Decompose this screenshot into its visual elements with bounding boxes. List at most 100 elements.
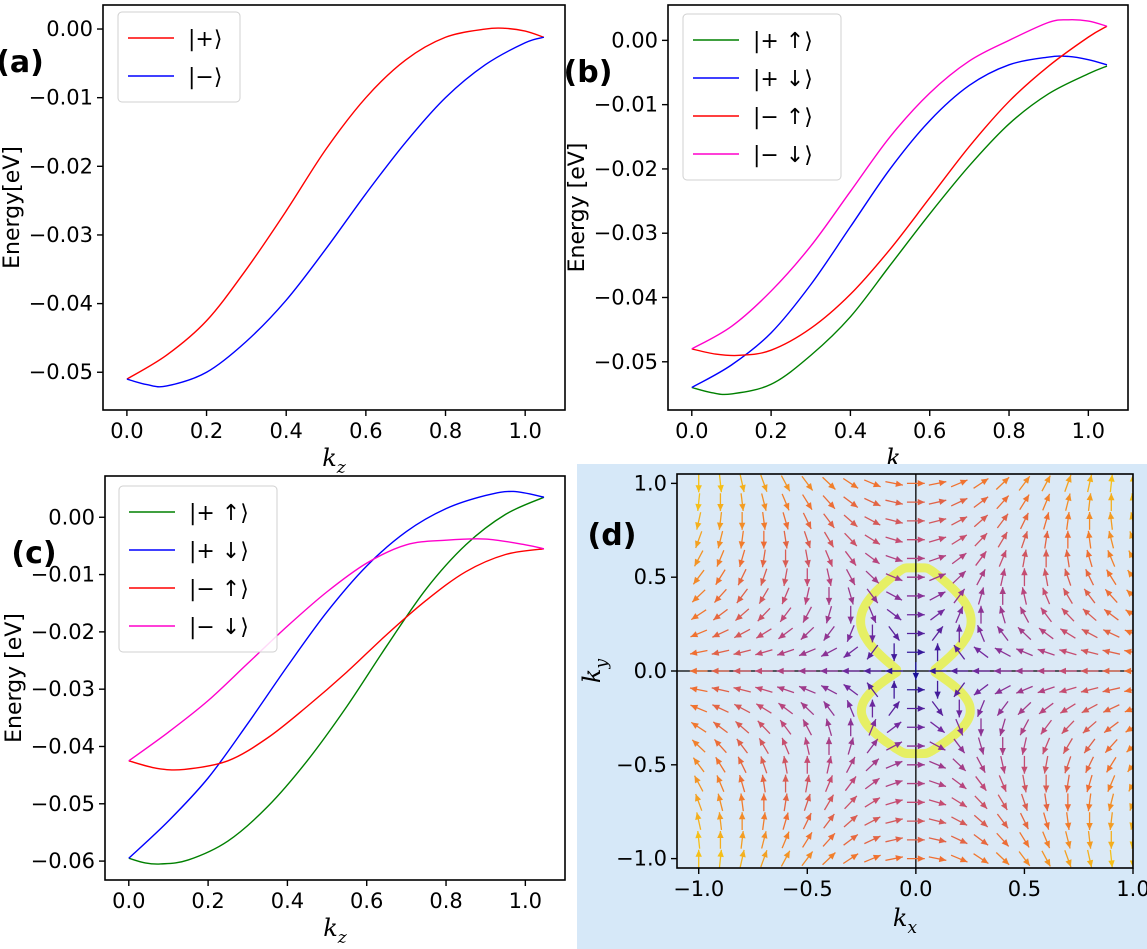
panel-a: 0.0 0.2 0.4 0.6 0.8 1.0 0.00 −0.01 −0.02 −0.03 −0.… [0, 4, 566, 478]
series-line-0 [128, 496, 545, 865]
vector-arrowhead [827, 501, 835, 509]
vector-arrowhead [691, 722, 699, 729]
vector-arrowhead [823, 633, 831, 641]
vector-arrowhead [825, 615, 832, 624]
vector-arrowhead [938, 517, 947, 524]
vector-arrowhead [1080, 687, 1089, 694]
vector-arrowhead [1060, 706, 1068, 714]
vector-arrowhead [1021, 549, 1028, 558]
y-tick-label: −0.03 [31, 677, 95, 701]
vector-arrowhead [1129, 803, 1133, 811]
vector-arrowhead [1064, 804, 1072, 812]
vector-arrowhead [917, 724, 925, 731]
vector-arrowhead [1043, 493, 1050, 502]
vector-arrowhead [778, 703, 786, 710]
vector-arrowhead [972, 667, 980, 675]
vector-arrowhead [695, 812, 702, 820]
vector-arrowhead [936, 626, 943, 634]
vector-arrowhead [760, 577, 767, 586]
vector-arrowhead [1107, 531, 1114, 539]
vector-arrowhead [711, 667, 719, 675]
vector-arrowhead [733, 686, 742, 693]
x-tick-label: 1.0 [509, 889, 542, 913]
vector-arrowhead [1000, 765, 1007, 774]
vector-arrowhead [798, 667, 806, 675]
vector-arrowhead [759, 595, 766, 604]
vector-arrowhead [1064, 530, 1072, 538]
vector-arrowhead [781, 737, 788, 746]
vector-arrowhead [711, 649, 720, 656]
vector-arrowhead [739, 831, 746, 839]
vector-arrowhead [777, 649, 785, 656]
vector-arrowhead [979, 569, 986, 578]
series-line-0 [126, 27, 545, 380]
vector-arrowhead [733, 667, 741, 675]
vector-arrowhead [776, 667, 784, 675]
vector-arrowhead [1080, 648, 1089, 655]
series-line-3 [691, 19, 1108, 350]
vector-arrowhead [1081, 629, 1090, 636]
vector-arrowhead [1103, 629, 1111, 636]
vector-arrowhead [938, 536, 947, 543]
vector-arrowhead [1022, 494, 1030, 503]
vector-arrowhead [938, 498, 947, 505]
vector-arrowhead [849, 538, 857, 547]
vector-arrowhead [689, 649, 698, 656]
vector-arrowhead [1016, 687, 1024, 694]
vector-arrowhead [1108, 474, 1115, 482]
vector-arrowhead [871, 758, 879, 766]
y-tick-label: −0.05 [29, 360, 93, 384]
vector-arrowhead [1022, 839, 1030, 848]
vector-arrowhead [1043, 822, 1050, 830]
vector-arrowhead [1022, 821, 1029, 830]
vector-arrowhead [958, 763, 966, 771]
quiver-field [677, 474, 1133, 868]
vector-arrowhead [1043, 840, 1050, 849]
vector-arrowhead [1039, 628, 1047, 635]
x-tick-label: 0.8 [992, 419, 1025, 443]
vector-arrowhead [1017, 627, 1026, 635]
vector-arrowhead [999, 606, 1006, 614]
vector-arrowhead [917, 630, 925, 637]
vector-arrowhead [1104, 725, 1112, 733]
vector-arrowhead [783, 483, 790, 492]
vector-arrowhead [1065, 840, 1072, 849]
vector-arrowhead [782, 578, 789, 586]
x-tick-label: 0.0 [110, 419, 143, 443]
vector-arrowhead [980, 515, 988, 523]
vector-arrowhead [1086, 841, 1093, 849]
vector-arrowhead [997, 708, 1005, 716]
vector-arrowhead [1127, 570, 1133, 578]
vector-arrowhead [804, 774, 811, 783]
vector-arrowhead [872, 778, 880, 785]
y-tick-label: 0.0 [634, 659, 667, 683]
vector-arrowhead [890, 680, 898, 688]
vector-arrowhead [1042, 766, 1049, 774]
vector-arrowhead [959, 534, 967, 542]
panel-c: 0.0 0.2 0.4 0.6 0.8 1.0 0.00 −0.01 −0.02 −0.03 −0.… [2, 475, 566, 948]
vector-arrowhead [1104, 609, 1112, 617]
vector-arrowhead [695, 485, 702, 493]
x-tick-label: 0.0 [675, 419, 708, 443]
vector-arrowhead [850, 481, 859, 489]
vector-arrowhead [872, 797, 880, 805]
vector-arrowhead [735, 721, 743, 729]
vector-arrowhead [843, 684, 852, 692]
vector-arrowhead [826, 578, 833, 586]
vector-arrowhead [712, 704, 721, 711]
vector-arrowhead [1108, 860, 1115, 868]
y-tick-label: −1.0 [616, 847, 667, 871]
vector-arrowhead [917, 799, 925, 806]
vector-arrowhead [1020, 606, 1027, 615]
vector-arrowhead [999, 587, 1006, 595]
vector-arrowhead [1000, 550, 1007, 558]
x-axis-label: kz [322, 444, 347, 478]
vector-arrowhead [959, 516, 968, 523]
vector-arrowhead [1125, 609, 1133, 617]
y-tick-label: −0.06 [31, 849, 95, 873]
vector-arrowhead [1108, 841, 1115, 849]
vector-arrowhead [695, 540, 702, 549]
vector-arrowhead [738, 541, 746, 549]
vector-arrowhead [1080, 667, 1088, 675]
vector-arrowhead [738, 577, 745, 586]
